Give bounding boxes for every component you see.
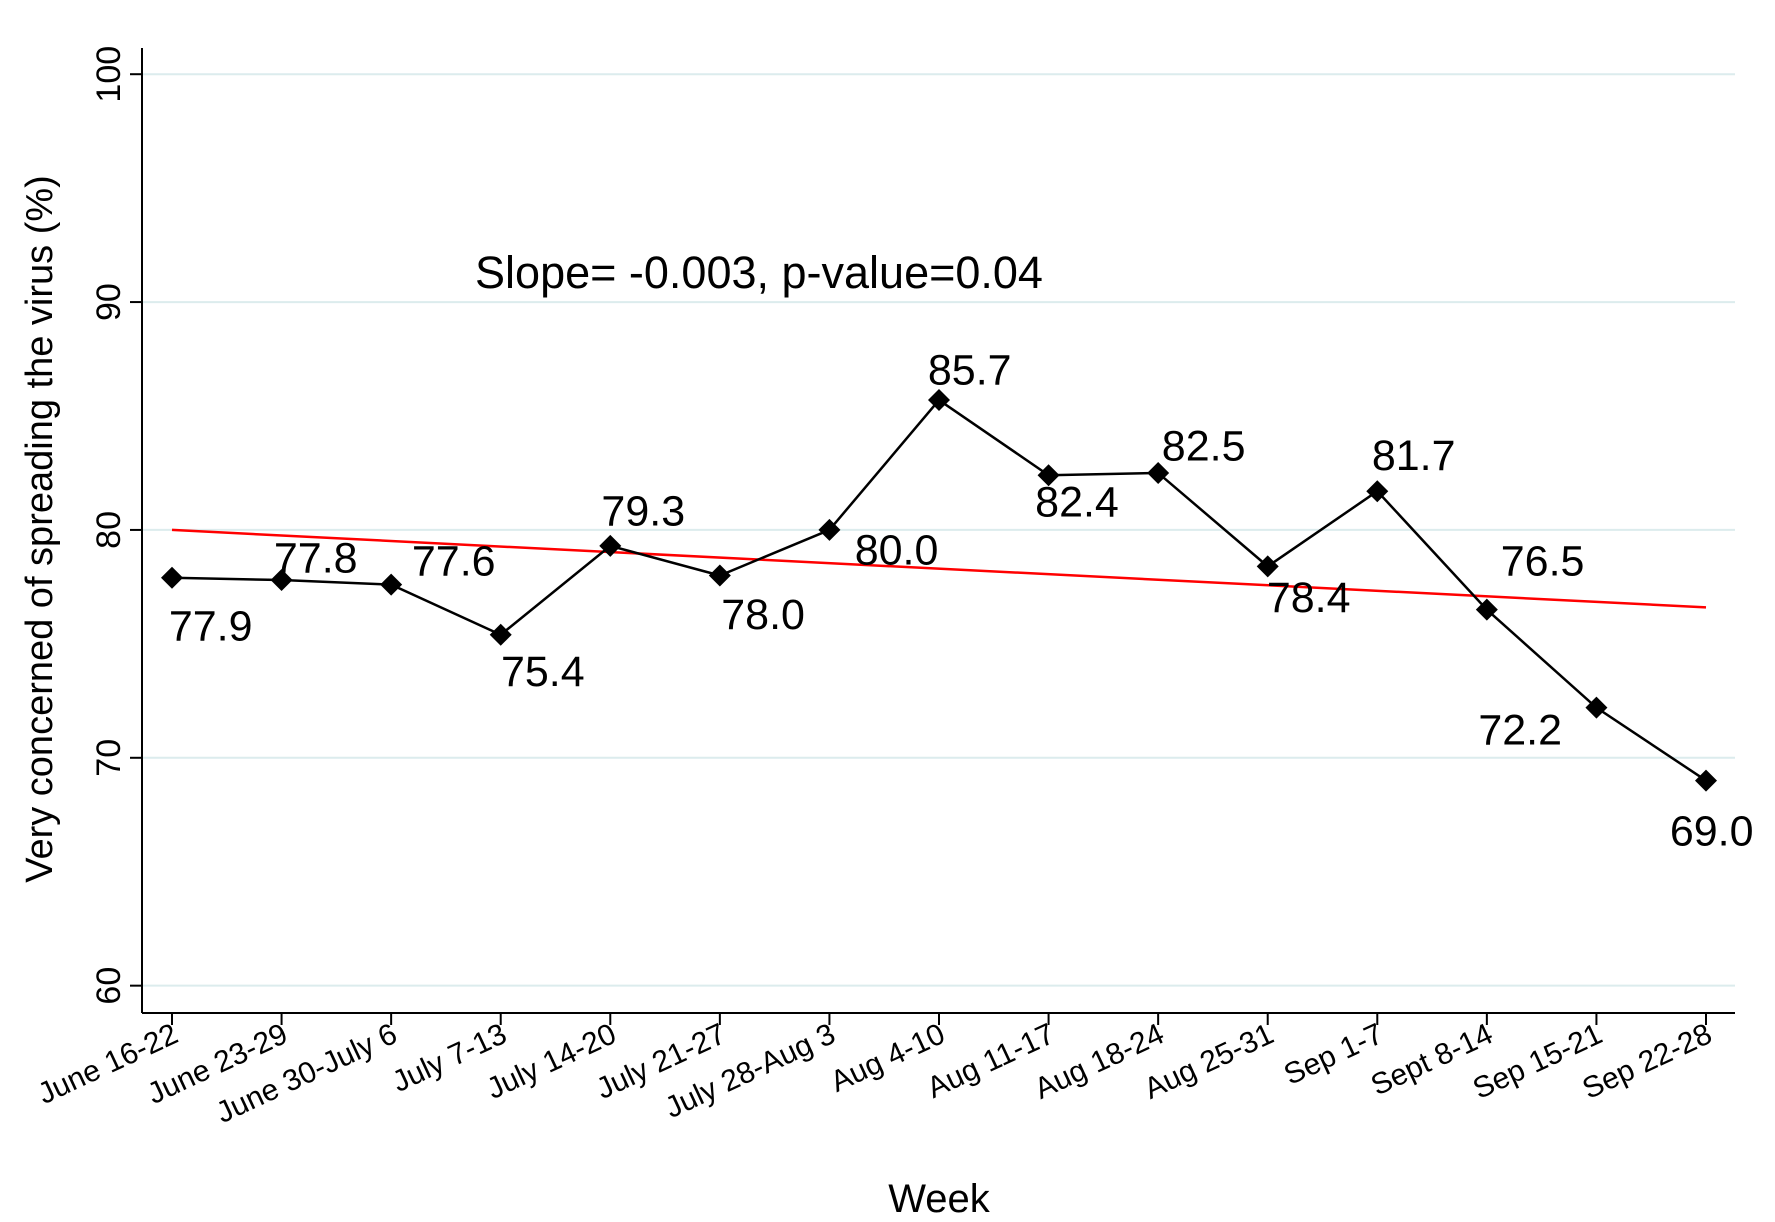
data-label: 78.0 <box>721 591 805 639</box>
y-tick-label: 60 <box>90 967 128 1005</box>
data-label: 69.0 <box>1670 808 1754 856</box>
y-tick-label: 80 <box>90 511 128 549</box>
data-label: 77.9 <box>169 603 253 651</box>
data-label: 72.2 <box>1478 706 1562 754</box>
annotation: Slope= -0.003, p-value=0.04 <box>475 247 1043 298</box>
point <box>1147 461 1170 484</box>
data-label: 85.7 <box>928 346 1012 394</box>
point <box>270 569 293 592</box>
point <box>1037 464 1060 487</box>
x-axis-title: Week <box>888 1177 991 1221</box>
data-label: 77.8 <box>274 534 358 582</box>
point <box>1585 696 1608 719</box>
y-axis-title: Very concerned of spreading the virus (%… <box>19 175 61 883</box>
x-tick-label: June 30-July 6 <box>211 1017 402 1129</box>
point <box>818 518 841 541</box>
data-label: 76.5 <box>1501 538 1585 586</box>
point <box>1695 769 1717 792</box>
data-label: 80.0 <box>855 526 939 574</box>
point <box>489 623 512 646</box>
data-label: 81.7 <box>1372 432 1456 480</box>
y-tick-label: 90 <box>90 283 128 321</box>
point <box>161 566 183 589</box>
point <box>1475 598 1498 621</box>
data-label: 78.4 <box>1267 574 1351 622</box>
series-line <box>171 398 1707 782</box>
point <box>1256 555 1279 578</box>
data-label: 82.4 <box>1035 478 1119 526</box>
data-label: 75.4 <box>501 648 585 696</box>
data-label: 79.3 <box>601 488 685 536</box>
y-tick-label: 70 <box>90 739 128 777</box>
data-label: 82.5 <box>1162 423 1246 471</box>
data-label: 77.6 <box>412 538 496 586</box>
point <box>1366 480 1389 503</box>
point <box>380 573 403 596</box>
trend-line <box>171 528 1707 609</box>
y-tick-label: 100 <box>90 46 128 103</box>
point <box>599 534 622 557</box>
point <box>928 389 950 412</box>
point <box>708 564 731 587</box>
